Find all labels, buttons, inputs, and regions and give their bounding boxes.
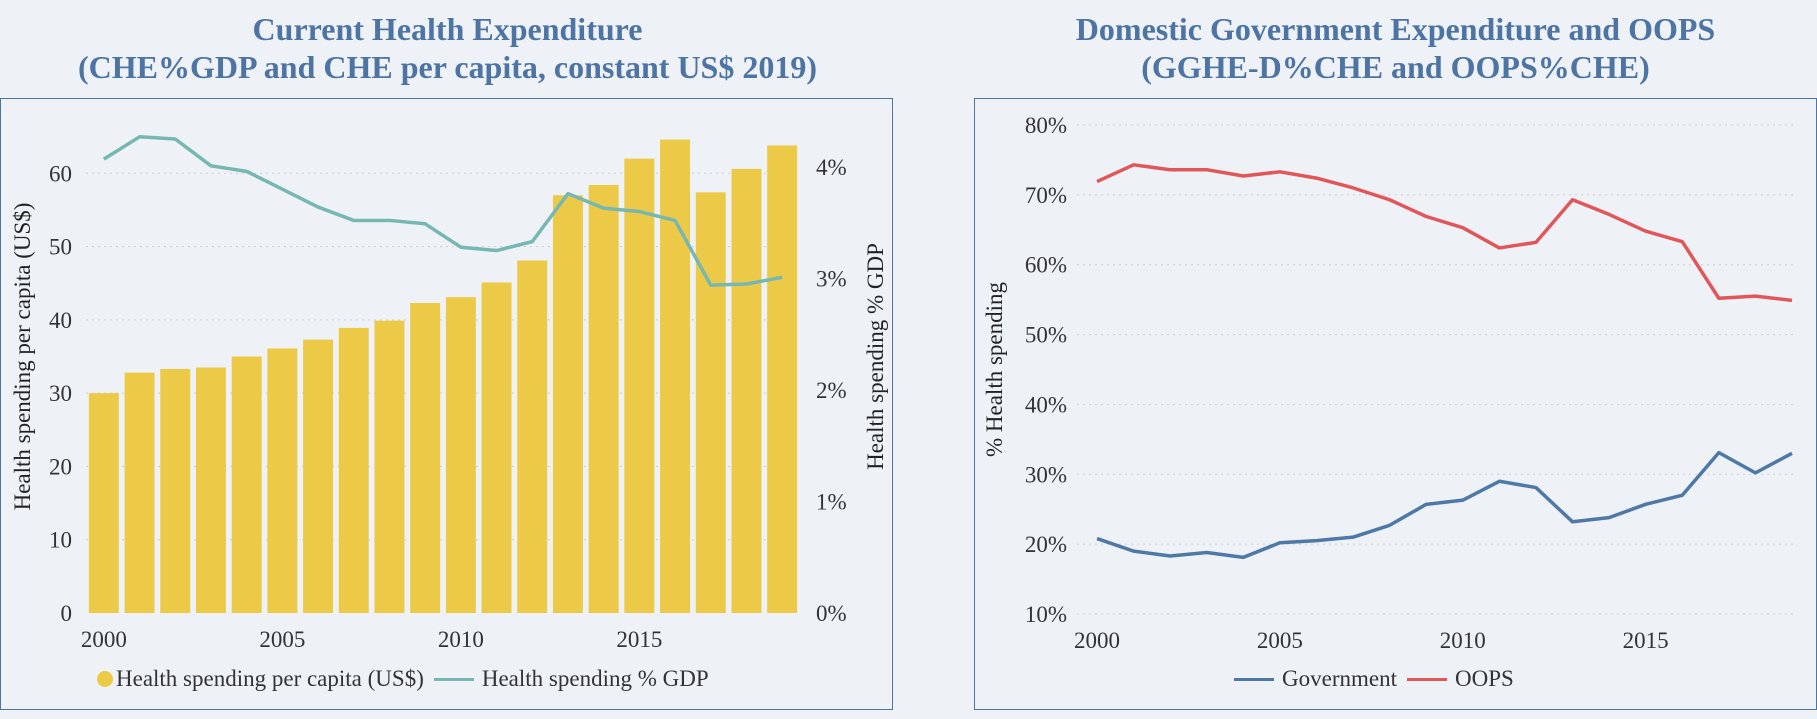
y-tick-label: 30% (1025, 462, 1067, 487)
y2-tick-label: 0% (816, 601, 847, 626)
x-tick-label: 2005 (259, 627, 305, 652)
y-axis-label: % Health spending (982, 281, 1007, 457)
bar (124, 372, 155, 613)
bar (267, 348, 298, 613)
chart-title: Current Health Expenditure (CHE%GDP and … (0, 10, 895, 86)
chart-legend: Government OOPS (1234, 666, 1524, 692)
x-tick-label: 2000 (1074, 628, 1120, 653)
bar (303, 339, 334, 613)
gov-oops-chart-svg: 10% 20% 30% 40% 50% 60% 70% 80% 2000 2005 2010 2015… (982, 113, 1797, 653)
bar (445, 297, 476, 613)
x-tick-label: 2015 (1623, 628, 1669, 653)
bar (660, 139, 691, 613)
bar (374, 320, 405, 613)
y2-axis-label: Health spending % GDP (863, 243, 888, 470)
bar (481, 282, 512, 613)
legend-item-government: Government (1234, 666, 1397, 692)
bar (410, 303, 441, 613)
bar (88, 393, 119, 613)
y-tick-label: 60 (49, 161, 72, 186)
legend-swatch-line (433, 677, 474, 681)
y-tick-label: 40 (49, 308, 72, 333)
legend-item-gdp: Health spending % GDP (433, 666, 709, 692)
che-chart-panel: Current Health Expenditure (CHE%GDP and … (0, 0, 895, 719)
chart-title: Domestic Government Expenditure and OOPS… (974, 10, 1817, 86)
bar (731, 168, 762, 614)
bar (695, 192, 726, 613)
x-tick-label: 2010 (1440, 628, 1486, 653)
chart-legend: Health spending per capita (US$) Health … (97, 666, 719, 692)
y-tick-label: 50 (49, 235, 72, 260)
bar (517, 260, 548, 613)
series-line-oops (1096, 163, 1793, 303)
legend-swatch-bar (97, 671, 113, 687)
y-tick-label: 60% (1025, 253, 1067, 278)
legend-item-oops: OOPS (1406, 666, 1514, 692)
legend-label-per-capita: Health spending per capita (US$) (116, 666, 424, 691)
bar (231, 356, 262, 613)
legend-label-government: Government (1282, 666, 1397, 691)
gov-oops-chart-panel: Domestic Government Expenditure and OOPS… (974, 0, 1817, 719)
bar (160, 368, 191, 613)
y-tick-label: 10% (1025, 602, 1067, 627)
chart-frame (0, 98, 893, 710)
bar (588, 185, 619, 614)
x-tick-label: 2000 (81, 627, 127, 652)
chart-title-line2: (CHE%GDP and CHE per capita, constant US… (77, 49, 817, 85)
bar (195, 367, 226, 613)
chart-title-line1: Current Health Expenditure (252, 11, 643, 47)
y2-tick-label: 3% (816, 266, 847, 291)
legend-item-per-capita: Health spending per capita (US$) (97, 666, 424, 692)
bar (624, 158, 655, 613)
legend-label-gdp: Health spending % GDP (481, 666, 709, 691)
y2-tick-label: 4% (816, 155, 847, 180)
y-tick-label: 0 (61, 601, 73, 626)
y-tick-label: 80% (1025, 113, 1067, 138)
legend-swatch-government (1234, 677, 1274, 681)
y-tick-label: 20% (1025, 532, 1067, 557)
x-tick-label: 2005 (1257, 628, 1303, 653)
x-tick-label: 2010 (438, 627, 484, 652)
y-tick-label: 70% (1025, 183, 1067, 208)
bar (338, 327, 369, 613)
legend-swatch-oops (1406, 677, 1447, 681)
bar (767, 145, 798, 614)
bar (552, 195, 583, 613)
y-axis-label: Health spending per capita (US$) (10, 203, 35, 511)
x-tick-label: 2015 (616, 627, 662, 652)
y-tick-label: 50% (1025, 323, 1067, 348)
che-chart-svg: 0 10 20 30 40 50 60 0% 1% 2% 3% 4% 2000 2005 2010 2015 H… (10, 135, 888, 652)
y2-tick-label: 1% (816, 489, 847, 514)
y-tick-label: 40% (1025, 392, 1067, 417)
y-tick-label: 20 (49, 454, 72, 479)
legend-label-oops: OOPS (1454, 666, 1514, 691)
series-line-gdp (102, 135, 783, 287)
y-tick-label: 30 (49, 381, 72, 406)
y-tick-label: 10 (49, 528, 72, 553)
series-line-government (1096, 450, 1793, 560)
chart-title-line1: Domestic Government Expenditure and OOPS (1075, 11, 1716, 47)
y2-tick-label: 2% (816, 378, 847, 403)
chart-title-line2: (GGHE-D%CHE and OOPS%CHE) (1141, 49, 1650, 85)
